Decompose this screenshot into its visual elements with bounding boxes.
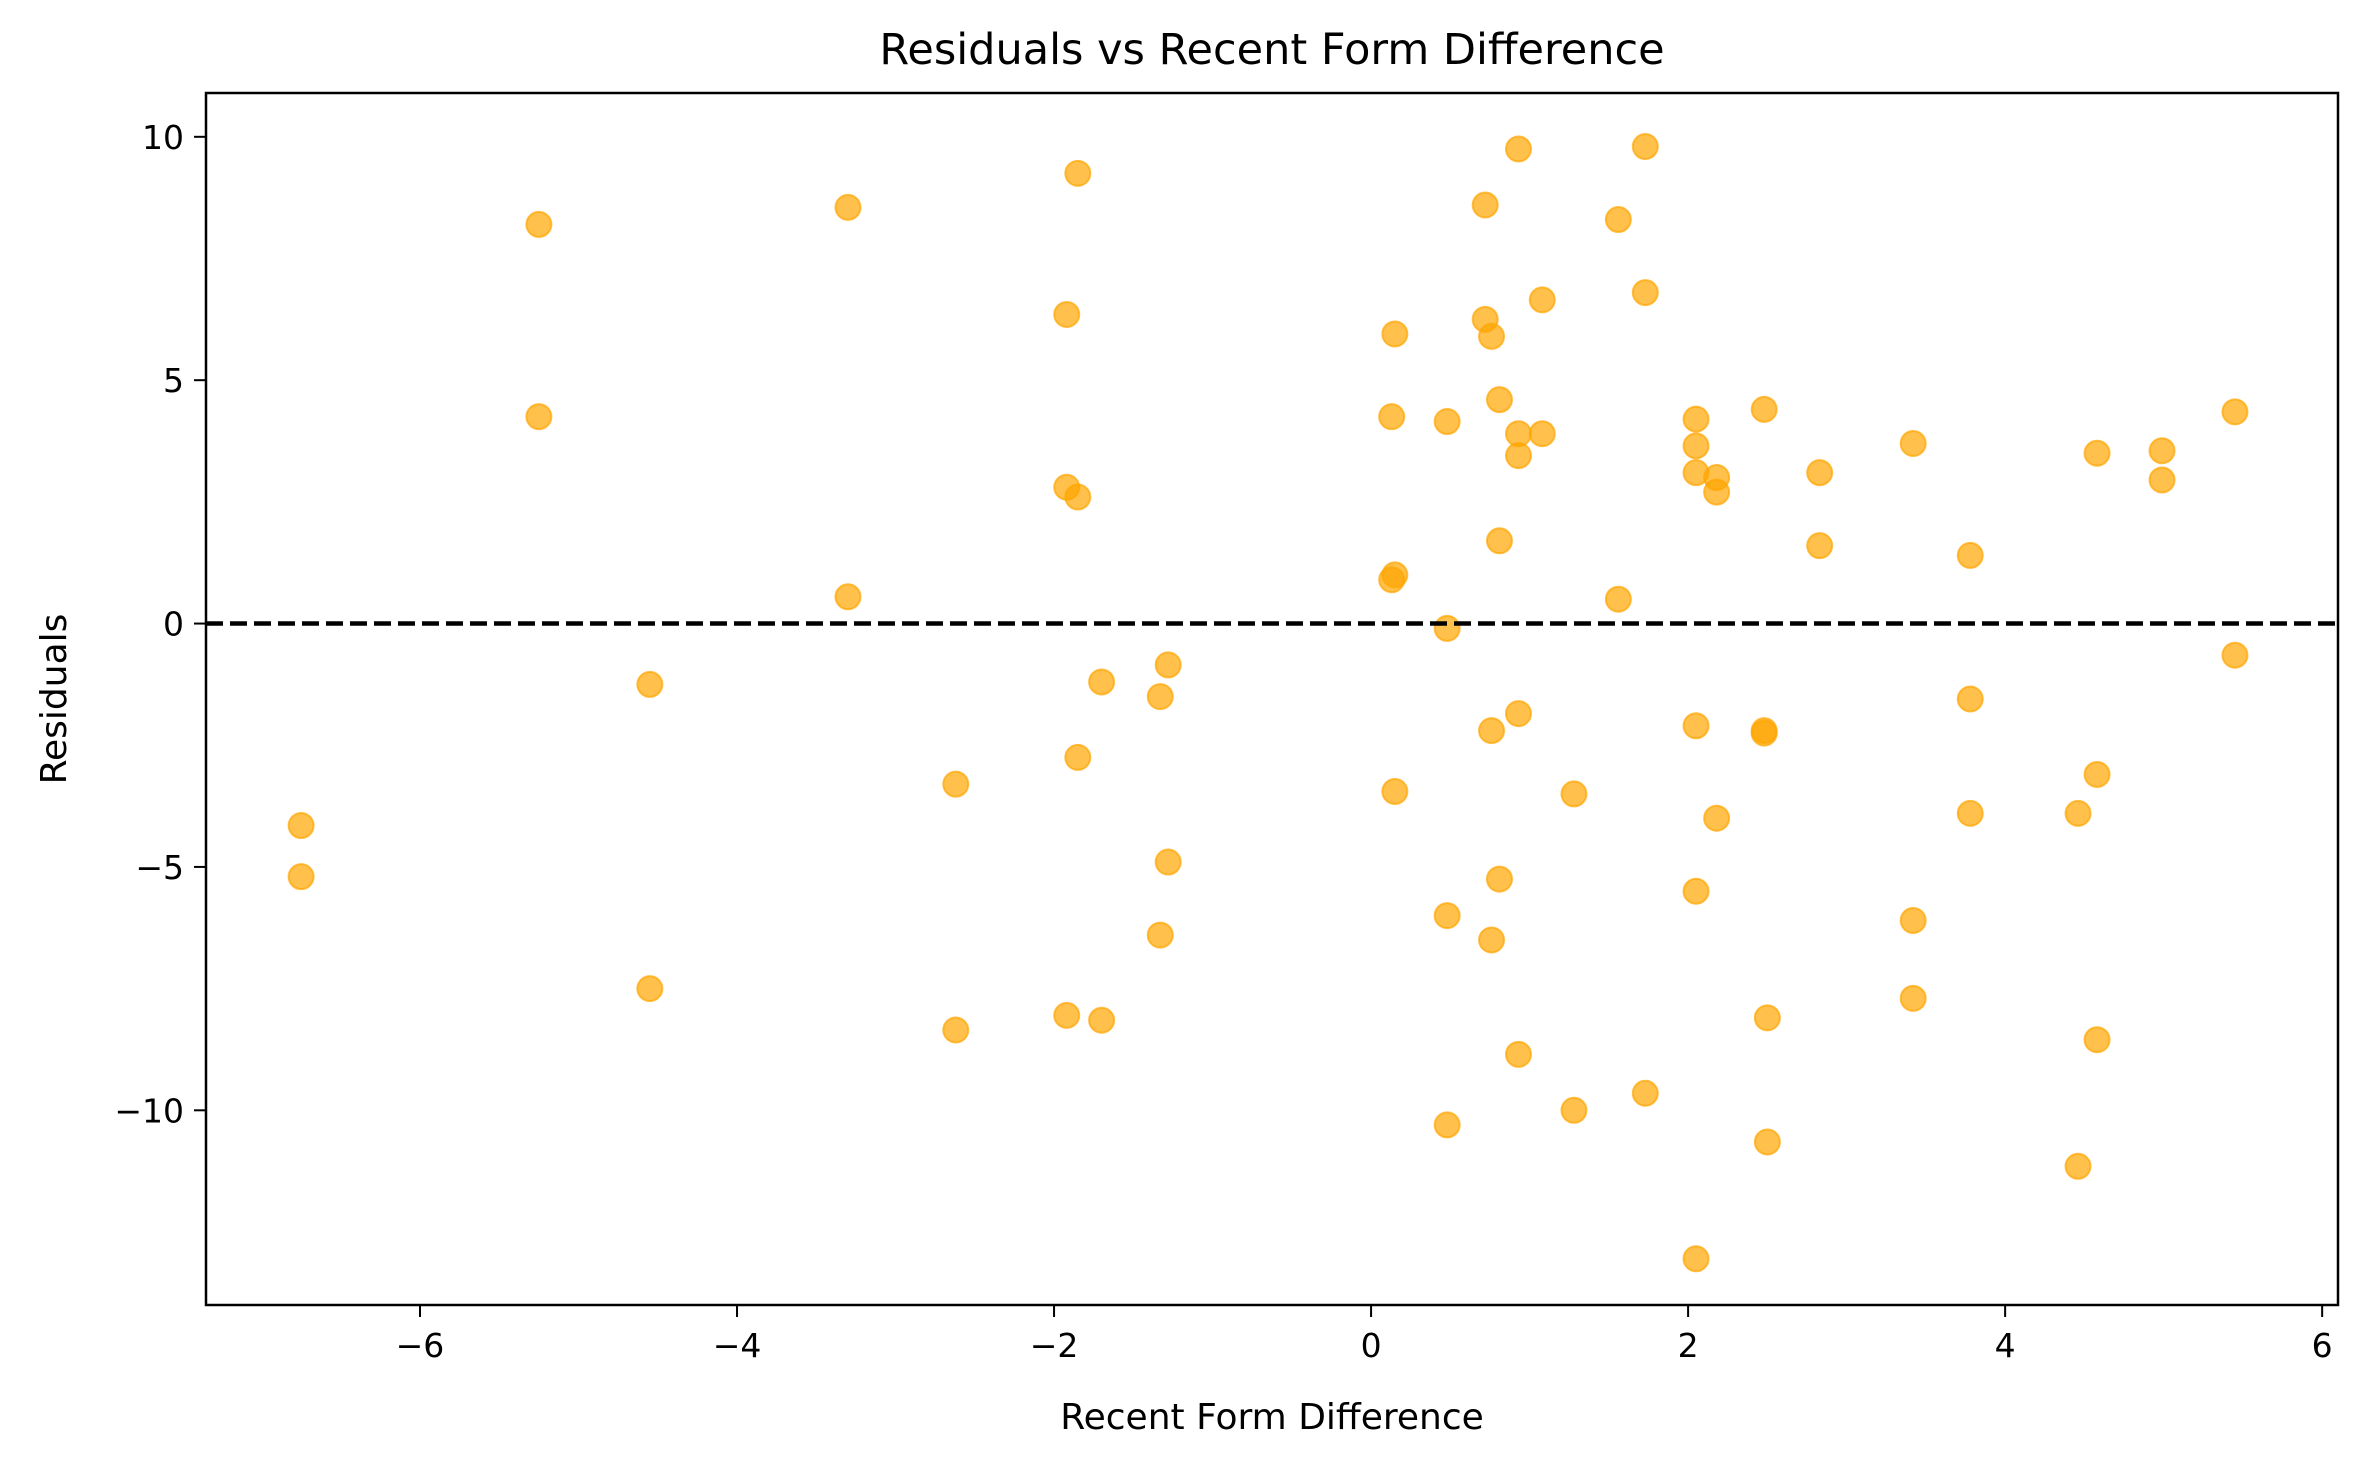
- data-point-48: [1604, 206, 1632, 234]
- data-point-26: [1381, 777, 1409, 805]
- data-point-53: [1682, 405, 1710, 433]
- data-point-80: [2148, 437, 2176, 465]
- x-tick-label-3: 0: [1361, 1326, 1382, 1365]
- data-point-41: [1504, 442, 1532, 470]
- data-point-7: [834, 583, 862, 611]
- y-tick-label-2: 0: [163, 605, 184, 644]
- data-point-46: [1560, 780, 1588, 808]
- data-point-68: [1806, 532, 1834, 560]
- data-point-6: [834, 193, 862, 221]
- data-point-79: [2083, 1026, 2111, 1054]
- data-point-29: [1433, 902, 1461, 930]
- data-point-37: [1485, 527, 1513, 555]
- data-point-72: [1956, 541, 1984, 569]
- x-tick-label-2: −2: [1030, 1326, 1079, 1365]
- data-point-0: [287, 812, 315, 840]
- data-point-74: [1956, 799, 1984, 827]
- data-point-52: [1631, 1079, 1659, 1107]
- x-tick-label-1: −4: [713, 1326, 762, 1365]
- x-tick-label-5: 4: [1995, 1326, 2016, 1365]
- y-axis: 10 5 0 −5 −10: [114, 118, 206, 1130]
- data-point-28: [1433, 614, 1461, 642]
- x-tick-label-6: 6: [2312, 1326, 2333, 1365]
- y-tick-label-0: 10: [142, 118, 184, 157]
- data-point-70: [1899, 906, 1927, 934]
- data-point-13: [1064, 159, 1092, 187]
- data-point-73: [1956, 685, 1984, 713]
- data-point-65: [1753, 1004, 1781, 1032]
- data-point-45: [1528, 420, 1556, 448]
- y-tick-label-3: −5: [135, 848, 184, 887]
- data-point-1: [287, 863, 315, 891]
- data-point-19: [1146, 921, 1174, 949]
- data-point-2: [525, 210, 553, 238]
- data-point-77: [2083, 439, 2111, 467]
- data-point-50: [1631, 133, 1659, 161]
- y-tick-label-1: 5: [163, 361, 184, 400]
- data-point-33: [1478, 322, 1506, 350]
- data-point-51: [1631, 279, 1659, 307]
- points-layer: [287, 133, 2249, 1273]
- data-point-47: [1560, 1096, 1588, 1124]
- data-point-75: [2064, 799, 2092, 827]
- data-point-58: [1682, 1245, 1710, 1273]
- data-point-67: [1806, 459, 1834, 487]
- y-axis-label: Residuals: [34, 614, 75, 785]
- data-point-17: [1088, 1006, 1116, 1034]
- data-point-27: [1433, 408, 1461, 436]
- data-point-54: [1682, 432, 1710, 460]
- chart-title: Residuals vs Recent Form Difference: [879, 25, 1664, 75]
- data-point-36: [1485, 386, 1513, 414]
- data-point-44: [1528, 286, 1556, 314]
- data-point-39: [1504, 135, 1532, 163]
- data-point-71: [1899, 984, 1927, 1012]
- data-point-22: [1378, 403, 1406, 431]
- data-point-83: [2221, 641, 2249, 669]
- data-point-14: [1064, 483, 1092, 511]
- data-point-81: [2148, 466, 2176, 494]
- data-point-49: [1604, 585, 1632, 613]
- x-axis-label: Recent Form Difference: [1060, 1397, 1484, 1438]
- data-point-57: [1682, 877, 1710, 905]
- data-point-56: [1682, 712, 1710, 740]
- data-point-34: [1478, 717, 1506, 745]
- data-point-21: [1154, 848, 1182, 876]
- data-point-64: [1750, 719, 1778, 747]
- data-point-18: [1146, 683, 1174, 711]
- x-tick-label-4: 2: [1678, 1326, 1699, 1365]
- data-point-10: [1053, 300, 1081, 328]
- data-point-12: [1053, 1001, 1081, 1029]
- data-point-30: [1433, 1111, 1461, 1139]
- data-point-76: [2064, 1152, 2092, 1180]
- data-point-25: [1381, 561, 1409, 589]
- data-point-38: [1485, 865, 1513, 893]
- data-point-5: [636, 975, 664, 1003]
- data-point-9: [942, 1016, 970, 1044]
- x-tick-label-0: −6: [396, 1326, 445, 1365]
- plot-frame: [204, 91, 2340, 1307]
- data-point-16: [1088, 668, 1116, 696]
- data-point-61: [1703, 804, 1731, 832]
- data-point-69: [1899, 429, 1927, 457]
- data-point-35: [1478, 926, 1506, 954]
- data-point-20: [1154, 651, 1182, 679]
- data-point-62: [1750, 395, 1778, 423]
- data-point-8: [942, 770, 970, 798]
- data-point-60: [1703, 478, 1731, 506]
- data-point-24: [1381, 320, 1409, 348]
- y-tick-label-4: −10: [114, 1091, 184, 1130]
- data-point-82: [2221, 398, 2249, 426]
- x-axis: −6 −4 −2 0 2 4 6: [396, 1305, 2333, 1365]
- data-point-43: [1504, 1040, 1532, 1068]
- data-point-3: [525, 403, 553, 431]
- data-point-78: [2083, 760, 2111, 788]
- data-point-31: [1471, 191, 1499, 219]
- data-point-15: [1064, 743, 1092, 771]
- data-point-4: [636, 670, 664, 698]
- data-point-42: [1504, 700, 1532, 728]
- data-point-66: [1753, 1128, 1781, 1156]
